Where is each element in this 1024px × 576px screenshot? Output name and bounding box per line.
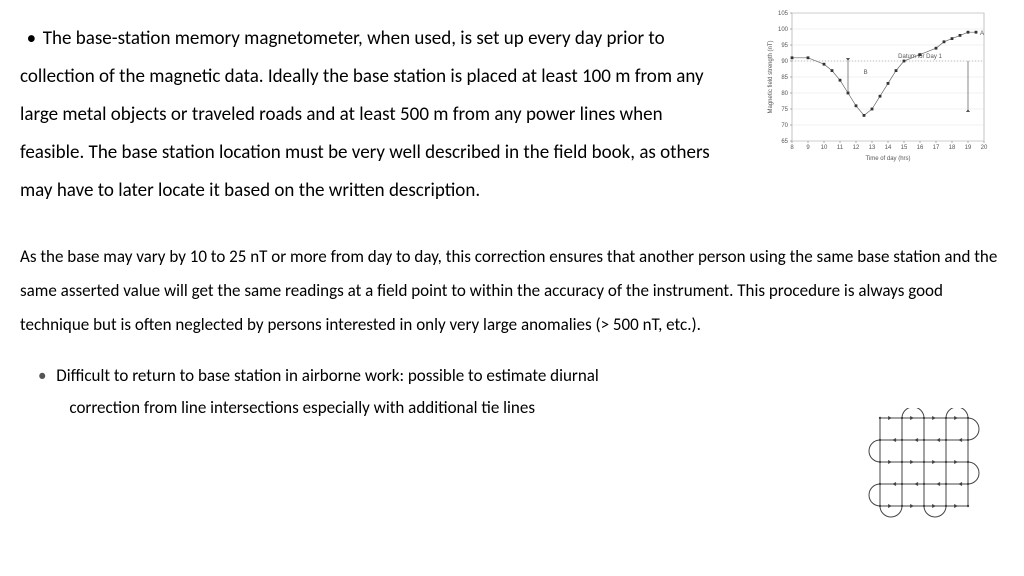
svg-text:14: 14 — [885, 145, 892, 151]
svg-text:85: 85 — [781, 75, 788, 81]
svg-text:20: 20 — [981, 145, 988, 151]
svg-text:70: 70 — [781, 123, 788, 129]
svg-text:95: 95 — [781, 43, 788, 49]
bullet-1: • — [20, 20, 43, 58]
svg-text:A: A — [980, 31, 984, 37]
svg-text:13: 13 — [869, 145, 876, 151]
svg-text:19: 19 — [965, 145, 972, 151]
svg-text:90: 90 — [781, 59, 788, 65]
svg-text:11: 11 — [837, 145, 844, 151]
paragraph-3-line2: correction from line intersections espec… — [32, 392, 862, 424]
svg-text:100: 100 — [778, 27, 789, 33]
paragraph-2-text: As the base may vary by 10 to 25 nT or m… — [20, 246, 997, 335]
svg-text:15: 15 — [901, 145, 908, 151]
svg-text:17: 17 — [933, 145, 940, 151]
bullet-3: • — [32, 360, 52, 392]
paragraph-3: • Difficult to return to base station in… — [20, 360, 862, 425]
paragraph-3-line1: Difficult to return to base station in a… — [56, 365, 599, 386]
svg-text:65: 65 — [781, 139, 788, 145]
svg-text:9: 9 — [806, 145, 810, 151]
diurnal-chart: 8 9 10 11 12 13 14 15 16 17 18 19 20 65 70 75 80 85 90 95 10… — [764, 8, 989, 163]
svg-text:18: 18 — [949, 145, 956, 151]
svg-text:105: 105 — [778, 11, 789, 17]
svg-text:12: 12 — [853, 145, 860, 151]
svg-text:Magnetic field strength (nT): Magnetic field strength (nT) — [768, 40, 774, 113]
paragraph-2: As the base may vary by 10 to 25 nT or m… — [20, 240, 1004, 342]
svg-text:B: B — [864, 70, 868, 76]
svg-text:10: 10 — [821, 145, 828, 151]
tie-line-grid-icon — [866, 408, 996, 528]
svg-text:Time of day (hrs): Time of day (hrs) — [865, 156, 910, 162]
paragraph-1: •The base-station memory magnetometer, w… — [20, 20, 720, 210]
svg-text:75: 75 — [781, 107, 788, 113]
paragraph-1-text: The base-station memory magnetometer, wh… — [20, 27, 710, 202]
svg-text:80: 80 — [781, 91, 788, 97]
svg-text:8: 8 — [790, 145, 794, 151]
svg-text:16: 16 — [917, 145, 924, 151]
